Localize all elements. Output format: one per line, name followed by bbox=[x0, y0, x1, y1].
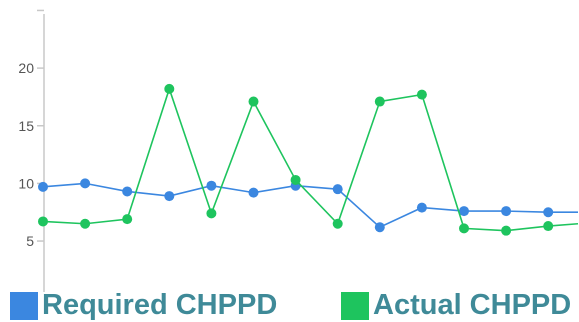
data-point[interactable] bbox=[332, 184, 343, 195]
data-point[interactable] bbox=[374, 96, 385, 107]
data-point[interactable] bbox=[459, 206, 469, 217]
line-chart: 5 10 15 20 bbox=[18, 9, 579, 292]
legend-label-required: Required CHPPD bbox=[42, 289, 278, 321]
data-point[interactable] bbox=[80, 178, 91, 189]
data-point[interactable] bbox=[38, 216, 48, 227]
data-point[interactable] bbox=[80, 218, 91, 229]
data-point[interactable] bbox=[416, 202, 427, 213]
data-point[interactable] bbox=[122, 186, 133, 197]
legend-swatch-actual bbox=[341, 291, 369, 320]
data-point[interactable] bbox=[501, 206, 512, 217]
data-point[interactable] bbox=[290, 174, 301, 185]
data-point[interactable] bbox=[248, 96, 259, 107]
y-tick-label: 5 bbox=[26, 233, 34, 249]
data-point[interactable] bbox=[543, 221, 554, 232]
series-required bbox=[38, 178, 578, 233]
data-point[interactable] bbox=[501, 225, 512, 236]
data-point[interactable] bbox=[248, 187, 259, 198]
data-point[interactable] bbox=[122, 214, 133, 225]
y-axis-ticks: 5 10 15 20 bbox=[18, 9, 44, 249]
data-point[interactable] bbox=[206, 180, 217, 191]
y-tick-label: 15 bbox=[18, 118, 34, 134]
y-tick-label: 20 bbox=[18, 60, 34, 76]
legend: Required CHPPD Actual CHPPD bbox=[0, 289, 579, 322]
data-point[interactable] bbox=[38, 181, 48, 192]
legend-swatch-required bbox=[10, 291, 38, 320]
data-point[interactable] bbox=[374, 222, 385, 233]
series-layer bbox=[38, 83, 579, 236]
data-point[interactable] bbox=[459, 223, 469, 234]
data-point[interactable] bbox=[416, 89, 427, 100]
series-line bbox=[42, 86, 579, 232]
legend-item-required[interactable]: Required CHPPD bbox=[10, 289, 277, 322]
data-point[interactable] bbox=[206, 208, 217, 219]
legend-label-actual: Actual CHPPD bbox=[373, 289, 572, 321]
data-point[interactable] bbox=[164, 191, 175, 202]
data-point[interactable] bbox=[164, 83, 175, 94]
legend-item-actual[interactable]: Actual CHPPD bbox=[341, 289, 571, 322]
y-tick-label: 10 bbox=[18, 175, 34, 191]
series-line bbox=[42, 182, 578, 229]
data-point[interactable] bbox=[332, 218, 343, 229]
series-actual bbox=[38, 83, 579, 236]
data-point[interactable] bbox=[543, 207, 554, 218]
